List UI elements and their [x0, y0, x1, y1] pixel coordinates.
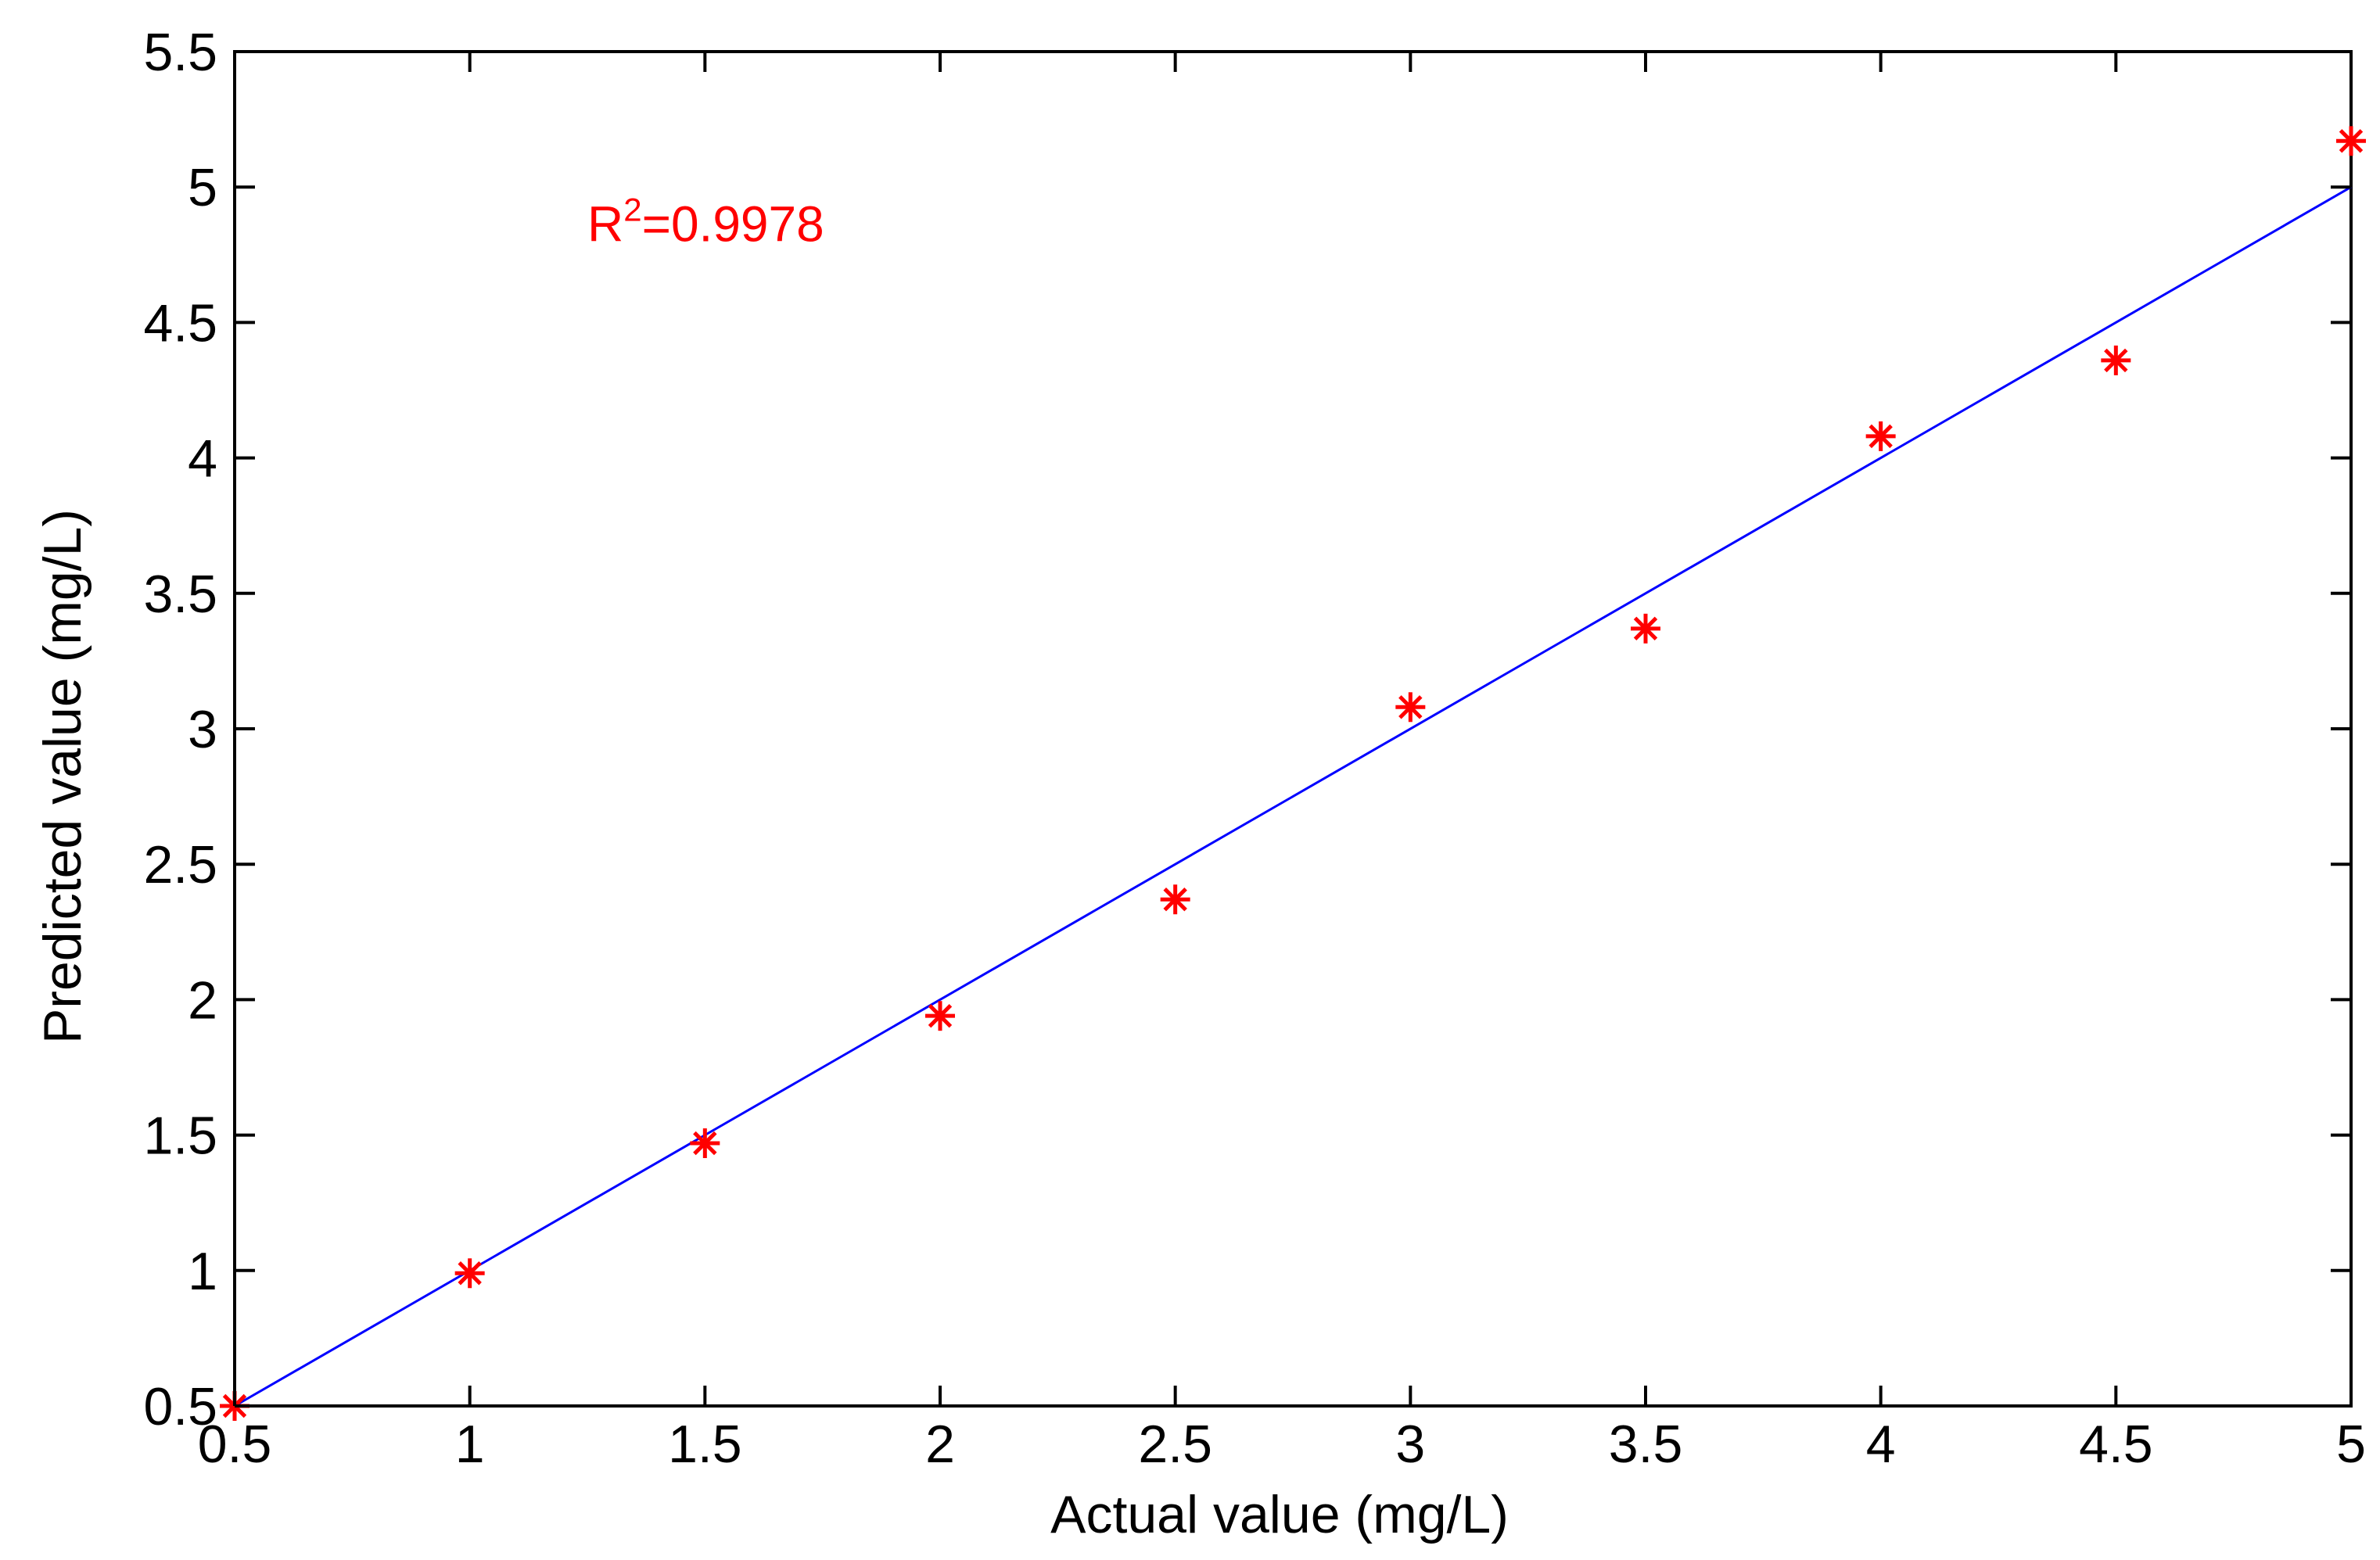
marker-stroke: [1633, 616, 1658, 641]
marker-stroke: [2104, 348, 2128, 373]
data-point: [1395, 692, 1426, 723]
tick-labels-layer: 0.5 1 1.5 2 2.5 3 3.5 4 4.5 5 0.5 1 1.5 2 2.5 3 3.5 4 4.5 5…: [143, 23, 2365, 1474]
marker-stroke: [2339, 129, 2364, 153]
marker-stroke: [1868, 424, 1893, 449]
y-tick-label: 0.5: [143, 1377, 217, 1436]
y-axis-title: Predicted value (mg/L): [33, 509, 92, 1044]
marker-stroke: [1398, 695, 1423, 719]
data-point: [1631, 613, 1660, 644]
fit-line-layer: [234, 185, 2352, 1408]
x-tick-label: 2.5: [1138, 1415, 1212, 1474]
data-point: [925, 1001, 955, 1031]
x-tick-label: 3: [1395, 1415, 1425, 1474]
marker-stroke: [1163, 888, 1187, 912]
data-point: [2101, 345, 2131, 375]
y-tick-label: 5: [188, 158, 217, 217]
x-tick-label: 2: [925, 1415, 955, 1474]
y-tick-label: 4.5: [143, 293, 217, 353]
x-axis-title: Actual value (mg/L): [1050, 1485, 1509, 1544]
data-point: [1865, 421, 1896, 451]
y-tick-label: 2.5: [143, 835, 217, 895]
x-tick-label: 3.5: [1609, 1415, 1683, 1474]
y-tick-label: 1: [188, 1242, 217, 1301]
r-squared-annotation: R2=0.9978: [587, 191, 824, 252]
data-point: [1160, 884, 1190, 915]
fit-line: [234, 185, 2352, 1408]
x-tick-label: 4.5: [2079, 1415, 2153, 1474]
r-squared-superscript: 2: [623, 191, 641, 228]
x-tick-label: 4: [1866, 1415, 1896, 1474]
y-tick-label: 3: [188, 700, 217, 759]
r-squared-base: R: [587, 195, 623, 252]
r-squared-value: =0.9978: [642, 195, 824, 252]
y-tick-label: 2: [188, 970, 217, 1030]
data-point: [2336, 126, 2366, 156]
plot-area: [233, 50, 2353, 1408]
data-point: [454, 1258, 485, 1289]
x-tick-label: 1.5: [668, 1415, 742, 1474]
ticks-layer: [233, 50, 2353, 1408]
axes-box: [233, 50, 2353, 1408]
marker-stroke: [928, 1003, 953, 1028]
y-tick-label: 4: [188, 429, 217, 489]
x-tick-label: 1: [455, 1415, 485, 1474]
x-tick-label: 5: [2336, 1415, 2366, 1474]
x-tick-label: 0.5: [198, 1415, 272, 1474]
data-point: [690, 1128, 720, 1158]
marker-stroke: [458, 1261, 482, 1286]
marker-stroke: [693, 1131, 717, 1156]
y-tick-label: 1.5: [143, 1106, 217, 1166]
y-tick-label: 3.5: [143, 565, 217, 624]
y-tick-label: 5.5: [143, 23, 217, 82]
